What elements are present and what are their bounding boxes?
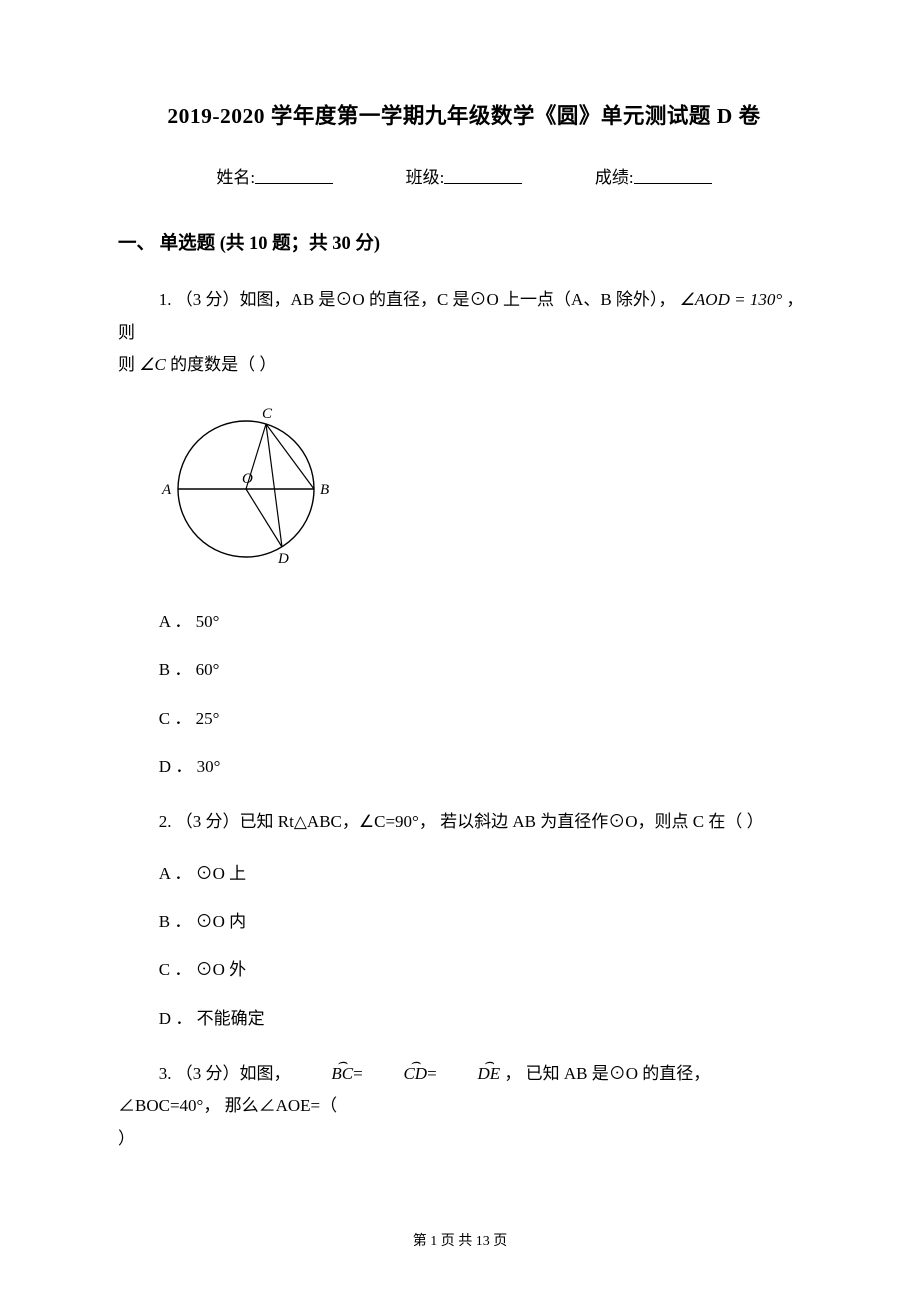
q3-arc-bc: BC: [291, 1058, 354, 1090]
name-blank: [255, 166, 333, 184]
student-info-line: 姓名: 班级: 成绩:: [118, 165, 810, 191]
class-label: 班级:: [406, 168, 445, 187]
page-title: 2019-2020 学年度第一学期九年级数学《圆》单元测试题 D 卷: [118, 100, 810, 133]
page-footer: 第 1 页 共 13 页: [0, 1230, 920, 1250]
q1-options: A ． 50° B ． 60° C ． 25° D ． 30°: [118, 609, 810, 780]
svg-text:C: C: [262, 406, 273, 422]
q1-option-d: D ． 30°: [118, 754, 810, 780]
question-3: 3. （3 分）如图，BC=CD=DE ， 已知 AB 是⊙O 的直径，∠BOC…: [118, 1058, 810, 1155]
q2-options: A ． ⊙O 上 B ． ⊙O 内 C ． ⊙O 外 D ． 不能确定: [118, 861, 810, 1032]
q3-close-paren: ）: [118, 1129, 135, 1148]
svg-text:O: O: [242, 471, 253, 487]
section-heading: 一、 单选题 (共 10 题；共 30 分): [118, 230, 810, 259]
q2-option-b: B ． ⊙O 内: [118, 909, 810, 935]
svg-text:A: A: [161, 482, 172, 498]
q3-arc-cd: CD: [363, 1058, 427, 1090]
q1-option-b: B ． 60°: [118, 657, 810, 683]
q1-angle-aod: ∠AOD = 130°: [680, 290, 782, 309]
score-blank: [634, 166, 712, 184]
svg-text:B: B: [320, 482, 329, 498]
q1-circle-diagram: A B C D O: [152, 403, 352, 578]
q3-eq1: =: [353, 1064, 363, 1083]
question-1: 1. （3 分）如图，AB 是⊙O 的直径，C 是⊙O 上一点（A、B 除外），…: [118, 284, 810, 381]
q1-figure: A B C D O: [152, 403, 810, 587]
q1-cont-text1: 则: [118, 355, 139, 374]
q2-option-d: D ． 不能确定: [118, 1006, 810, 1032]
q1-option-c: C ． 25°: [118, 706, 810, 732]
q1-option-a: A ． 50°: [118, 609, 810, 635]
question-2: 2. （3 分）已知 Rt△ABC，∠C=90°， 若以斜边 AB 为直径作⊙O…: [118, 806, 810, 838]
q1-text-prefix: 1. （3 分）如图，AB 是⊙O 的直径，C 是⊙O 上一点（A、B 除外），: [159, 290, 676, 309]
q1-angle-c: ∠C: [139, 355, 166, 374]
q3-arc-de: DE: [437, 1058, 500, 1090]
q3-text-prefix: 3. （3 分）如图，: [159, 1064, 291, 1083]
class-blank: [444, 166, 522, 184]
name-label: 姓名:: [216, 168, 255, 187]
svg-text:D: D: [277, 551, 289, 567]
q2-option-c: C ． ⊙O 外: [118, 957, 810, 983]
q2-option-a: A ． ⊙O 上: [118, 861, 810, 887]
q3-eq2: =: [427, 1064, 437, 1083]
score-label: 成绩:: [595, 168, 634, 187]
q1-cont-text2: 的度数是（ ）: [166, 355, 277, 374]
